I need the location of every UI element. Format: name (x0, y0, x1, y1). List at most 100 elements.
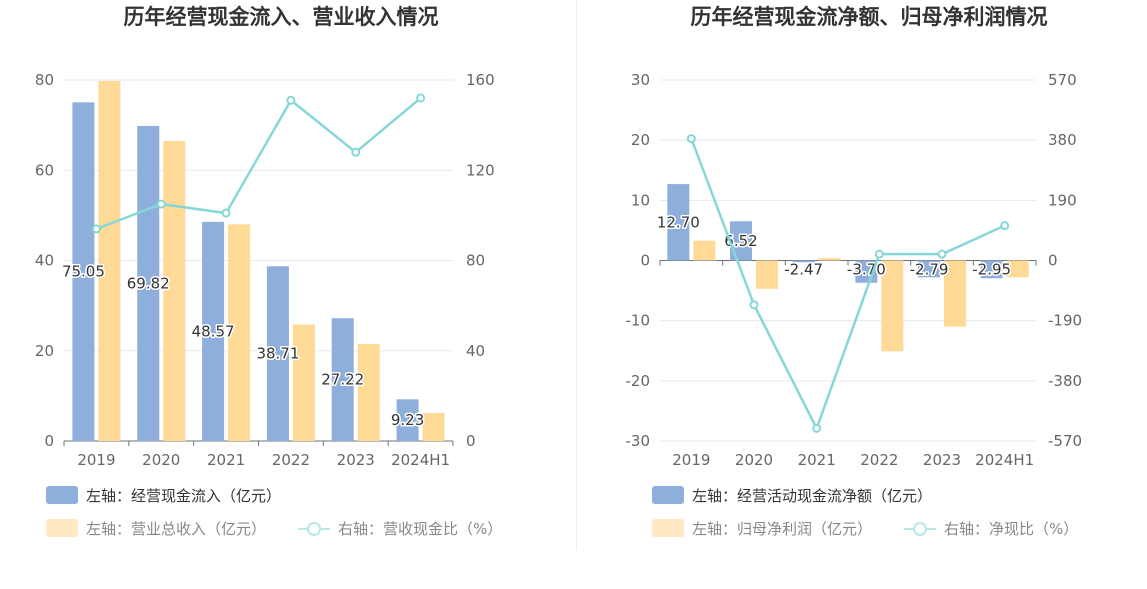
bar-secondary (228, 224, 251, 441)
x-axis-tick: 2019 (77, 451, 115, 469)
left-axis-tick: 0 (640, 252, 650, 270)
ratio-line-point (1000, 221, 1010, 231)
ratio-line-point (286, 95, 296, 105)
x-axis-tick: 2022 (272, 451, 310, 469)
net-cashflow-profit-chart: 历年经营现金流净额、归母净利润情况 -30 -20 -10 0 10 20 30 -570 -38… (626, 5, 1083, 538)
right-axis-tick: -190 (1048, 312, 1082, 330)
x-axis-tick: 2021 (207, 451, 245, 469)
left-axis-tick: -30 (626, 432, 651, 450)
bar-primary (730, 221, 752, 261)
left-chart-panel: 历年经营现金流入、营业收入情况 0 20 40 60 80 0 40 80 120 160 2019 2… (0, 0, 573, 589)
ratio-line (95, 97, 422, 231)
ratio-line-point (91, 224, 101, 234)
legend-line-icon (307, 522, 321, 536)
bar-data-label: 9.23 (391, 411, 424, 429)
x-axis-tick: 2023 (923, 451, 961, 469)
right-axis-tick: 160 (466, 71, 495, 89)
bar-data-label: 48.57 (192, 322, 235, 340)
ratio-line-point (937, 249, 947, 259)
bar-data-label: 12.70 (657, 213, 700, 231)
bar-primary (667, 184, 690, 261)
left-axis-tick: 80 (35, 71, 54, 89)
ratio-line-point (686, 134, 696, 144)
bar-secondary (944, 260, 966, 327)
ratio-line-point (812, 423, 822, 433)
ratio-line (690, 138, 1006, 432)
right-axis-tick: 570 (1048, 71, 1077, 89)
right-axis-tick: 80 (466, 252, 485, 270)
right-axis-tick: 0 (1048, 252, 1058, 270)
bar-primary (202, 221, 225, 441)
bar-primary (980, 260, 1003, 279)
ratio-line-point (351, 147, 361, 157)
x-axis-tick: 2020 (142, 451, 180, 469)
ratio-line-point (874, 249, 884, 259)
chart-title: 历年经营现金流入、营业收入情况 (124, 5, 439, 29)
bar-secondary (756, 260, 778, 289)
ratio-line-point (416, 93, 426, 103)
right-axis-tick: 40 (466, 342, 485, 360)
right-axis-tick: 0 (466, 432, 476, 450)
bar-data-label: 75.05 (62, 263, 105, 281)
bar-primary (266, 266, 289, 441)
bar-secondary (163, 140, 186, 441)
right-axis-tick: 190 (1048, 191, 1077, 209)
x-axis-tick: 2020 (735, 451, 773, 469)
x-axis-tick: 2021 (798, 451, 836, 469)
legend-label-line: 右轴：净现比（%） (944, 520, 1078, 538)
legend-swatch-secondary (46, 519, 78, 537)
left-axis-tick: -20 (626, 372, 651, 390)
legend-label-primary: 左轴：经营活动现金流净额（亿元） (692, 487, 932, 505)
bar-data-label: 69.82 (127, 274, 170, 292)
bar-secondary (1006, 260, 1029, 278)
chart-title: 历年经营现金流净额、归母净利润情况 (691, 5, 1048, 29)
bar-primary (331, 318, 354, 441)
x-axis-tick: 2024H1 (975, 451, 1034, 469)
bar-secondary (98, 80, 121, 441)
bar-data-label: -2.47 (784, 261, 823, 279)
left-axis-tick: 10 (631, 191, 650, 209)
left-axis-tick: -10 (626, 312, 651, 330)
bar-secondary (292, 324, 315, 441)
bar-data-label: -3.70 (847, 261, 886, 279)
left-axis-tick: 40 (35, 252, 54, 270)
left-axis-tick: 20 (631, 131, 650, 149)
legend-label-secondary: 左轴：营业总收入（亿元） (86, 520, 266, 538)
legend-swatch-primary (46, 486, 78, 504)
ratio-line-point (221, 208, 231, 218)
legend-label-primary: 左轴：经营现金流入（亿元） (86, 487, 281, 505)
bar-secondary (693, 240, 716, 261)
bar-data-label: -2.79 (910, 261, 949, 279)
left-axis-tick: 60 (35, 161, 54, 179)
left-axis-tick: 0 (44, 432, 54, 450)
bar-secondary (881, 260, 904, 352)
cash-inflow-revenue-chart: 历年经营现金流入、营业收入情况 0 20 40 60 80 0 40 80 120 160 2019 2… (35, 5, 502, 538)
bar-primary (72, 102, 95, 441)
bar-secondary (357, 343, 380, 441)
legend-label-line: 右轴：营收现金比（%） (338, 520, 502, 538)
right-axis-tick: -380 (1048, 372, 1082, 390)
legend-swatch-secondary (652, 519, 684, 537)
x-axis-tick: 2019 (672, 451, 710, 469)
x-axis-tick: 2024H1 (391, 451, 450, 469)
bar-data-label: -2.95 (972, 261, 1011, 279)
legend-label-secondary: 左轴：归母净利润（亿元） (692, 520, 872, 538)
bar-secondary (818, 258, 841, 261)
bar-data-label: 38.71 (256, 345, 299, 363)
bar-primary (792, 260, 815, 263)
right-axis-tick: 380 (1048, 131, 1077, 149)
ratio-line-point (749, 300, 759, 310)
right-chart-panel: 历年经营现金流净额、归母净利润情况 -30 -20 -10 0 10 20 30 -570 -38… (574, 0, 1147, 589)
bar-primary (137, 125, 160, 441)
left-axis-tick: 20 (35, 342, 54, 360)
x-axis-tick: 2022 (860, 451, 898, 469)
x-axis-tick: 2023 (337, 451, 375, 469)
panel-divider (576, 0, 577, 550)
bar-secondary (422, 413, 445, 441)
right-axis-tick: 120 (466, 161, 495, 179)
bar-primary (918, 260, 940, 278)
left-axis-tick: 30 (631, 71, 650, 89)
right-axis-tick: -570 (1048, 432, 1082, 450)
ratio-line-point (156, 199, 166, 209)
legend-swatch-primary (652, 486, 684, 504)
